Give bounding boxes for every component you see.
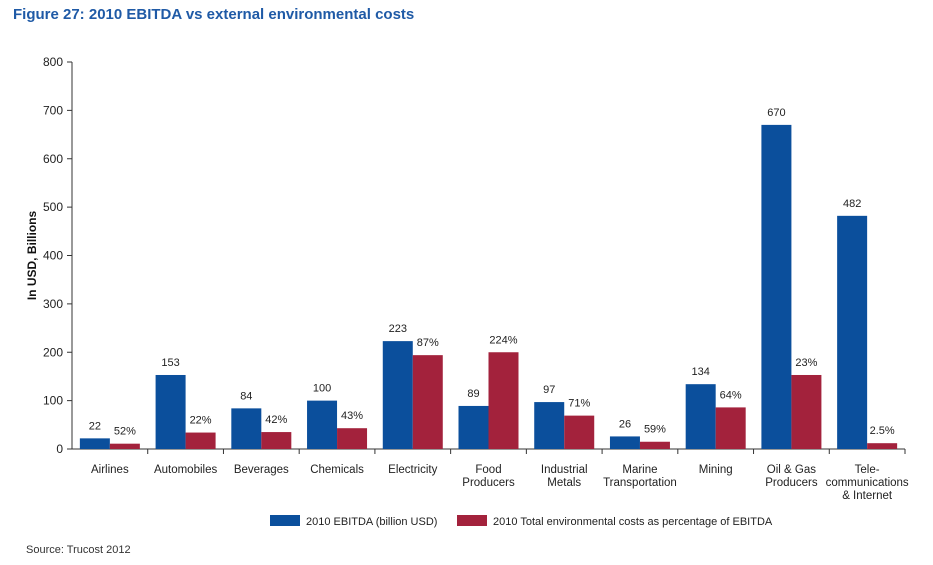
bar-ebitda — [458, 405, 489, 449]
category-label: Electricity — [388, 464, 437, 476]
data-label-ebitda: 670 — [767, 107, 785, 119]
data-label-env-cost: 224% — [489, 334, 517, 346]
category-label-line: Beverages — [234, 464, 289, 476]
bar-env-cost — [639, 441, 670, 449]
bar-ebitda — [231, 408, 262, 449]
bar-env-cost — [412, 355, 443, 449]
category-label-line: Metals — [547, 477, 581, 489]
figure-title: Figure 27: 2010 EBITDA vs external envir… — [13, 6, 415, 23]
bar-ebitda — [609, 436, 640, 449]
category-label: Oil & Gas Producers — [765, 464, 818, 489]
category-label-line: Electricity — [388, 464, 437, 476]
category-label-line: Tele- — [855, 464, 880, 476]
data-label-env-cost: 52% — [114, 426, 136, 438]
data-label-env-cost: 2.5% — [870, 425, 895, 437]
category-label: Beverages — [234, 464, 289, 476]
legend-label: 2010 Total environmental costs as percen… — [493, 516, 773, 528]
data-label-ebitda: 134 — [692, 366, 710, 378]
y-tick-label: 300 — [43, 297, 63, 311]
bar-env-cost — [109, 443, 140, 449]
category-label: Food Producers — [462, 464, 515, 489]
bar-env-cost — [337, 428, 368, 449]
bar-ebitda — [837, 215, 868, 449]
category-label-line: Producers — [765, 477, 818, 489]
category-label-line: Chemicals — [310, 464, 364, 476]
y-tick-label: 500 — [43, 200, 63, 214]
y-tick-label: 600 — [43, 152, 63, 166]
category-label-line: Transportation — [603, 477, 677, 489]
category-labels: Airlines Automobiles Beverages Chemicals Ele… — [91, 464, 909, 502]
category-label-line: Automobiles — [154, 464, 218, 476]
bar-env-cost — [488, 352, 519, 449]
data-label-env-cost: 43% — [341, 410, 363, 422]
y-tick-label: 700 — [43, 103, 63, 117]
bar-ebitda — [534, 402, 565, 449]
y-tick-label: 0 — [56, 442, 63, 456]
category-label: Chemicals — [310, 464, 364, 476]
bar-env-cost — [261, 432, 292, 449]
bar-ebitda — [155, 374, 186, 449]
category-label-line: Oil & Gas — [767, 464, 816, 476]
data-label-env-cost: 23% — [795, 357, 817, 369]
category-label: Tele-communications & Internet — [826, 464, 909, 502]
category-label-line: Marine — [622, 464, 657, 476]
category-label-line: & Internet — [842, 490, 893, 502]
data-label-env-cost: 59% — [644, 424, 666, 436]
bar-ebitda — [382, 341, 413, 449]
bar-env-cost — [564, 415, 595, 449]
data-label-ebitda: 153 — [161, 357, 179, 369]
data-label-ebitda: 26 — [619, 418, 631, 430]
bar-env-cost — [715, 407, 746, 449]
data-label-ebitda: 100 — [313, 383, 331, 395]
category-label: Marine Transportation — [603, 464, 677, 489]
legend-swatch-env-cost — [457, 515, 487, 526]
category-label-line: Mining — [699, 464, 733, 476]
bar-ebitda — [685, 384, 716, 449]
legend-swatch-ebitda — [270, 515, 300, 526]
y-tick-label: 100 — [43, 394, 63, 408]
data-label-env-cost: 87% — [417, 337, 439, 349]
source-note: Source: Trucost 2012 — [26, 544, 131, 556]
bar-ebitda — [761, 124, 792, 449]
data-label-ebitda: 22 — [89, 420, 101, 432]
chart-bars: 22 52% 153 22% 84 42% 100 43% 223 87% 89 224% 97 71% 2… — [79, 107, 898, 449]
y-axis-label: In USD, Billions — [25, 211, 39, 301]
data-label-env-cost: 71% — [568, 398, 590, 410]
bar-env-cost — [791, 374, 822, 449]
bar-ebitda — [307, 400, 338, 449]
category-label-line: Producers — [462, 477, 515, 489]
data-label-ebitda: 223 — [389, 323, 407, 335]
data-label-env-cost: 22% — [190, 415, 212, 427]
category-label-line: Airlines — [91, 464, 129, 476]
y-tick-label: 200 — [43, 345, 63, 359]
y-tick-label: 400 — [43, 249, 63, 263]
data-label-env-cost: 42% — [265, 414, 287, 426]
category-label: Automobiles — [154, 464, 218, 476]
category-label: Mining — [699, 464, 733, 476]
category-label-line: Industrial — [541, 464, 588, 476]
y-tick-label: 800 — [43, 55, 63, 69]
category-label: Industrial Metals — [541, 464, 588, 489]
chart-legend: 2010 EBITDA (billion USD) 2010 Total envi… — [270, 515, 773, 528]
bar-ebitda — [79, 438, 110, 449]
legend-label: 2010 EBITDA (billion USD) — [306, 516, 437, 528]
data-label-ebitda: 89 — [467, 388, 479, 400]
category-label: Airlines — [91, 464, 129, 476]
data-label-ebitda: 97 — [543, 384, 555, 396]
bar-env-cost — [867, 443, 898, 449]
data-label-ebitda: 482 — [843, 198, 861, 210]
data-label-env-cost: 64% — [720, 389, 742, 401]
category-label-line: Food — [475, 464, 501, 476]
data-label-ebitda: 84 — [240, 390, 252, 402]
category-label-line: communications — [826, 477, 909, 489]
bar-env-cost — [185, 432, 216, 449]
